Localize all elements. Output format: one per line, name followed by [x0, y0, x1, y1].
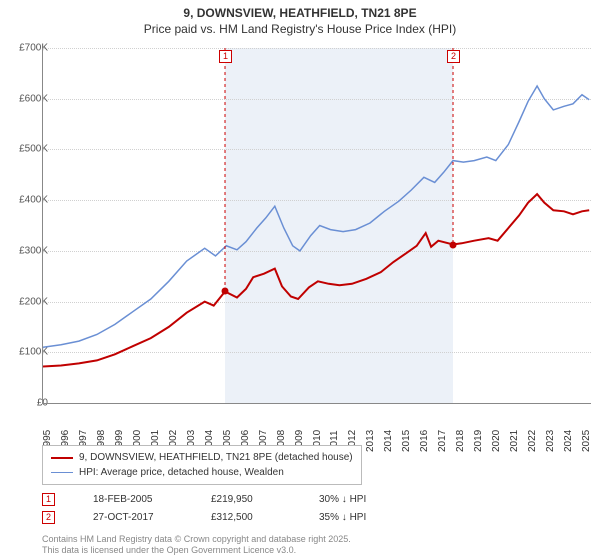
table-row: 1 18-FEB-2005 £219,950 30% ↓ HPI [42, 490, 366, 508]
x-tick-label: 2024 [563, 430, 574, 452]
row-price: £219,950 [211, 494, 281, 505]
x-tick-label: 2021 [509, 430, 520, 452]
price-marker-dot [222, 288, 229, 295]
legend-swatch [51, 472, 73, 473]
footnote: Contains HM Land Registry data © Crown c… [42, 534, 351, 556]
legend-swatch [51, 457, 73, 459]
x-tick-label: 2017 [437, 430, 448, 452]
x-tick-label: 2016 [419, 430, 430, 452]
transactions-table: 1 18-FEB-2005 £219,950 30% ↓ HPI 2 27-OC… [42, 490, 366, 526]
chart-container: 9, DOWNSVIEW, HEATHFIELD, TN21 8PE Price… [0, 0, 600, 560]
legend-label: HPI: Average price, detached house, Weal… [79, 465, 284, 480]
row-delta: 30% ↓ HPI [319, 494, 366, 505]
title-line1: 9, DOWNSVIEW, HEATHFIELD, TN21 8PE [0, 6, 600, 22]
plot-area: 12 [42, 48, 591, 404]
row-date: 18-FEB-2005 [93, 494, 173, 505]
table-row: 2 27-OCT-2017 £312,500 35% ↓ HPI [42, 508, 366, 526]
x-tick-label: 2022 [527, 430, 538, 452]
legend-item: 9, DOWNSVIEW, HEATHFIELD, TN21 8PE (deta… [51, 450, 353, 465]
x-tick-label: 2020 [491, 430, 502, 452]
marker-label-box: 1 [219, 50, 232, 63]
x-tick-label: 2019 [473, 430, 484, 452]
marker-label-box: 2 [447, 50, 460, 63]
row-marker-icon: 2 [42, 511, 55, 524]
row-price: £312,500 [211, 512, 281, 523]
legend-label: 9, DOWNSVIEW, HEATHFIELD, TN21 8PE (deta… [79, 450, 353, 465]
title-line2: Price paid vs. HM Land Registry's House … [0, 22, 600, 38]
chart-title: 9, DOWNSVIEW, HEATHFIELD, TN21 8PE Price… [0, 0, 600, 37]
row-marker-icon: 1 [42, 493, 55, 506]
footnote-line1: Contains HM Land Registry data © Crown c… [42, 534, 351, 545]
legend: 9, DOWNSVIEW, HEATHFIELD, TN21 8PE (deta… [42, 445, 362, 485]
price-marker-dot [450, 241, 457, 248]
x-tick-label: 2014 [383, 430, 394, 452]
x-tick-label: 2015 [401, 430, 412, 452]
x-tick-label: 2013 [365, 430, 376, 452]
footnote-line2: This data is licensed under the Open Gov… [42, 545, 351, 556]
row-date: 27-OCT-2017 [93, 512, 173, 523]
line-series [43, 48, 591, 403]
x-tick-label: 2023 [545, 430, 556, 452]
row-delta: 35% ↓ HPI [319, 512, 366, 523]
x-tick-label: 2018 [455, 430, 466, 452]
legend-item: HPI: Average price, detached house, Weal… [51, 465, 353, 480]
x-tick-label: 2025 [581, 430, 592, 452]
